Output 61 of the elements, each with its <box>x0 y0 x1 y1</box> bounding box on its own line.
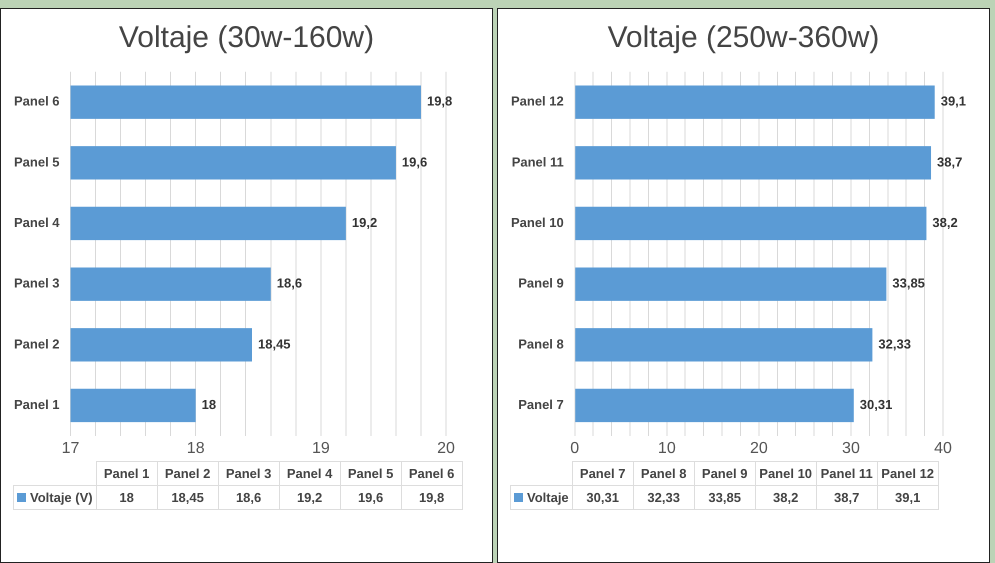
y-tick-label: Panel 1 <box>14 397 60 412</box>
category-label: Panel 11 <box>820 466 873 481</box>
x-tick-label: 40 <box>934 440 952 457</box>
y-tick-label: Panel 7 <box>518 397 564 412</box>
y-tick-label: Panel 3 <box>14 276 60 291</box>
y-tick-label: Panel 4 <box>14 215 60 230</box>
category-label: Panel 6 <box>408 466 454 481</box>
text: 19,2 <box>296 490 322 505</box>
data-label: 18,45 <box>258 336 291 352</box>
y-tick-label: Panel 8 <box>518 336 564 352</box>
text: 33,85 <box>708 490 741 505</box>
category-label: Panel 1 <box>104 466 150 481</box>
x-tick-label: 0 <box>570 440 580 457</box>
chart-title: Voltaje (30w-160w) <box>118 21 376 56</box>
y-tick-label: Panel 5 <box>14 154 60 170</box>
data-label: 39,1 <box>940 94 966 109</box>
text: 32,33 <box>647 490 680 505</box>
data-label: 18 <box>202 397 216 412</box>
category-label: Panel 10 <box>759 466 812 481</box>
x-tick-label: 18 <box>186 440 205 457</box>
data-label: 32,33 <box>878 336 911 352</box>
text: 18 <box>119 490 134 505</box>
data-label: 38,2 <box>932 215 958 230</box>
y-tick-label: Panel 6 <box>14 94 60 109</box>
legend-label: Voltaje (V) <box>30 490 93 505</box>
category-label: Panel 12 <box>881 466 934 481</box>
x-tick-label: 10 <box>658 440 676 457</box>
text: 30,31 <box>586 490 619 505</box>
data-label: 38,7 <box>937 154 962 170</box>
y-tick-label: Panel 2 <box>14 336 60 352</box>
text: 18,45 <box>171 490 204 505</box>
data-label: 30,31 <box>860 397 892 412</box>
y-tick-label: Panel 9 <box>518 276 564 291</box>
category-label: Panel 8 <box>640 466 686 481</box>
y-tick-label: Panel 10 <box>510 215 564 230</box>
category-label: Panel 5 <box>348 466 394 481</box>
x-tick-label: 30 <box>842 440 860 457</box>
y-tick-label: Panel 11 <box>512 154 564 170</box>
category-label: Panel 2 <box>164 466 210 481</box>
category-label: Panel 7 <box>580 466 626 481</box>
text: 18,6 <box>236 490 262 505</box>
data-label: 19,8 <box>426 94 452 109</box>
data-label: 19,6 <box>402 154 428 170</box>
text: 19,8 <box>418 490 444 505</box>
chart-title: Voltaje (250w-360w) <box>606 21 880 56</box>
category-label: Panel 4 <box>286 466 332 481</box>
x-tick-label: 17 <box>62 440 80 457</box>
text: 19,6 <box>358 490 384 505</box>
data-label: 33,85 <box>892 276 925 291</box>
text: 38,2 <box>773 490 798 505</box>
x-tick-label: 20 <box>750 440 768 457</box>
text: 38,7 <box>834 490 860 505</box>
x-tick-label: 20 <box>437 440 455 457</box>
text: 39,1 <box>895 490 920 505</box>
x-tick-label: 19 <box>312 440 330 457</box>
category-label: Panel 9 <box>702 466 748 481</box>
y-tick-label: Panel 12 <box>510 94 564 109</box>
data-label: 18,6 <box>276 276 302 291</box>
category-label: Panel 3 <box>226 466 272 481</box>
legend-label: Voltaje <box>527 490 569 505</box>
data-label: 19,2 <box>352 215 378 230</box>
